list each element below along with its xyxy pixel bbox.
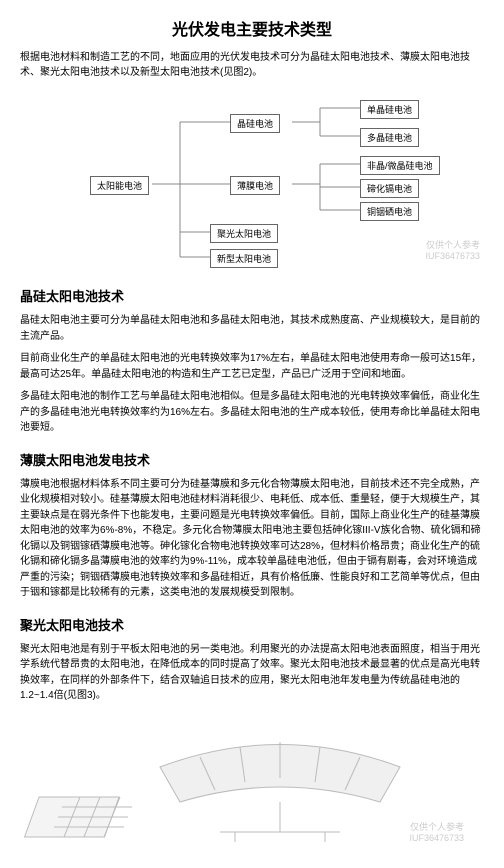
node-cpv: 聚光太阳电池 <box>210 224 278 243</box>
node-thin: 薄膜电池 <box>230 176 280 195</box>
section2-heading: 薄膜太阳电池发电技术 <box>20 450 484 469</box>
node-new: 新型太阳电池 <box>210 249 278 268</box>
page-title: 光伏发电主要技术类型 <box>20 16 484 40</box>
section1-p1: 晶硅太阳电池主要可分为单晶硅太阳电池和多晶硅太阳电池，其技术成熟度高、产业规模较… <box>20 313 484 344</box>
node-cdte: 碲化镉电池 <box>360 179 419 198</box>
node-cigs: 铜铟硒电池 <box>360 202 419 221</box>
node-poly: 多晶硅电池 <box>360 128 419 147</box>
section1-heading: 晶硅太阳电池技术 <box>20 286 484 305</box>
watermark-2: 仅供个人参考IUF36476733 <box>409 822 464 844</box>
watermark-1: 仅供个人参考IUF36476733 <box>425 240 480 262</box>
section3-p1: 聚光太阳电池是有别于平板太阳电池的另一类电池。利用聚光的办法提高太阳电池表面照度… <box>20 642 484 704</box>
node-si: 晶硅电池 <box>230 114 280 133</box>
intro-paragraph: 根据电池材料和制造工艺的不同，地面应用的光伏发电技术可分为晶硅太阳电池技术、薄膜… <box>20 50 484 80</box>
section1-p2: 目前商业化生产的单晶硅太阳电池的光电转换效率为17%左右，单晶硅太阳电池使用寿命… <box>20 351 484 382</box>
node-root: 太阳能电池 <box>90 176 149 195</box>
section1-p3: 多晶硅太阳电池的制作工艺与单晶硅太阳电池相似。但是多晶硅太阳电池的光电转换效率偏… <box>20 389 484 436</box>
node-asi: 非晶/微晶硅电池 <box>360 156 440 175</box>
node-mono: 单晶硅电池 <box>360 100 419 119</box>
section3-heading: 聚光太阳电池技术 <box>20 615 484 634</box>
figure-3: 仅供个人参考IUF36476733 <box>20 712 484 852</box>
taxonomy-diagram: 太阳能电池 晶硅电池 薄膜电池 聚光太阳电池 新型太阳电池 单晶硅电池 多晶硅电… <box>20 92 484 272</box>
section2-p1: 薄膜电池根据材料体系不同主要可分为硅基薄膜和多元化合物薄膜太阳电池，目前技术还不… <box>20 477 484 601</box>
